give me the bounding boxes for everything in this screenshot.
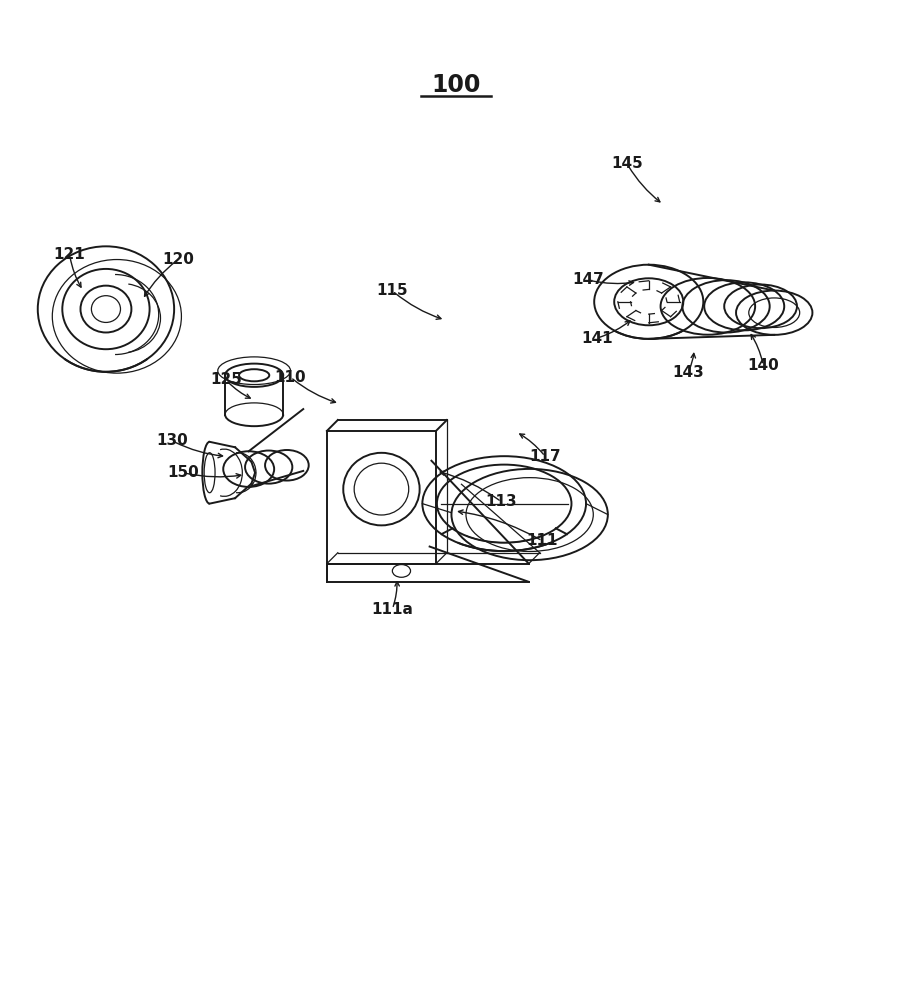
Text: 145: 145 [610, 156, 642, 171]
Text: 143: 143 [671, 365, 703, 380]
Text: 111a: 111a [371, 602, 413, 617]
Text: 117: 117 [528, 449, 560, 464]
Text: 130: 130 [157, 433, 188, 448]
Text: 110: 110 [274, 370, 306, 385]
Text: 113: 113 [486, 494, 517, 509]
Text: 115: 115 [376, 283, 408, 298]
Text: 141: 141 [580, 331, 612, 346]
Text: 111: 111 [526, 533, 558, 548]
Text: 120: 120 [162, 252, 194, 267]
Text: 125: 125 [210, 372, 241, 387]
Text: 100: 100 [431, 73, 480, 97]
Text: 140: 140 [747, 358, 778, 373]
Text: 150: 150 [168, 465, 199, 480]
Text: 147: 147 [571, 272, 603, 287]
Text: 121: 121 [54, 247, 86, 262]
